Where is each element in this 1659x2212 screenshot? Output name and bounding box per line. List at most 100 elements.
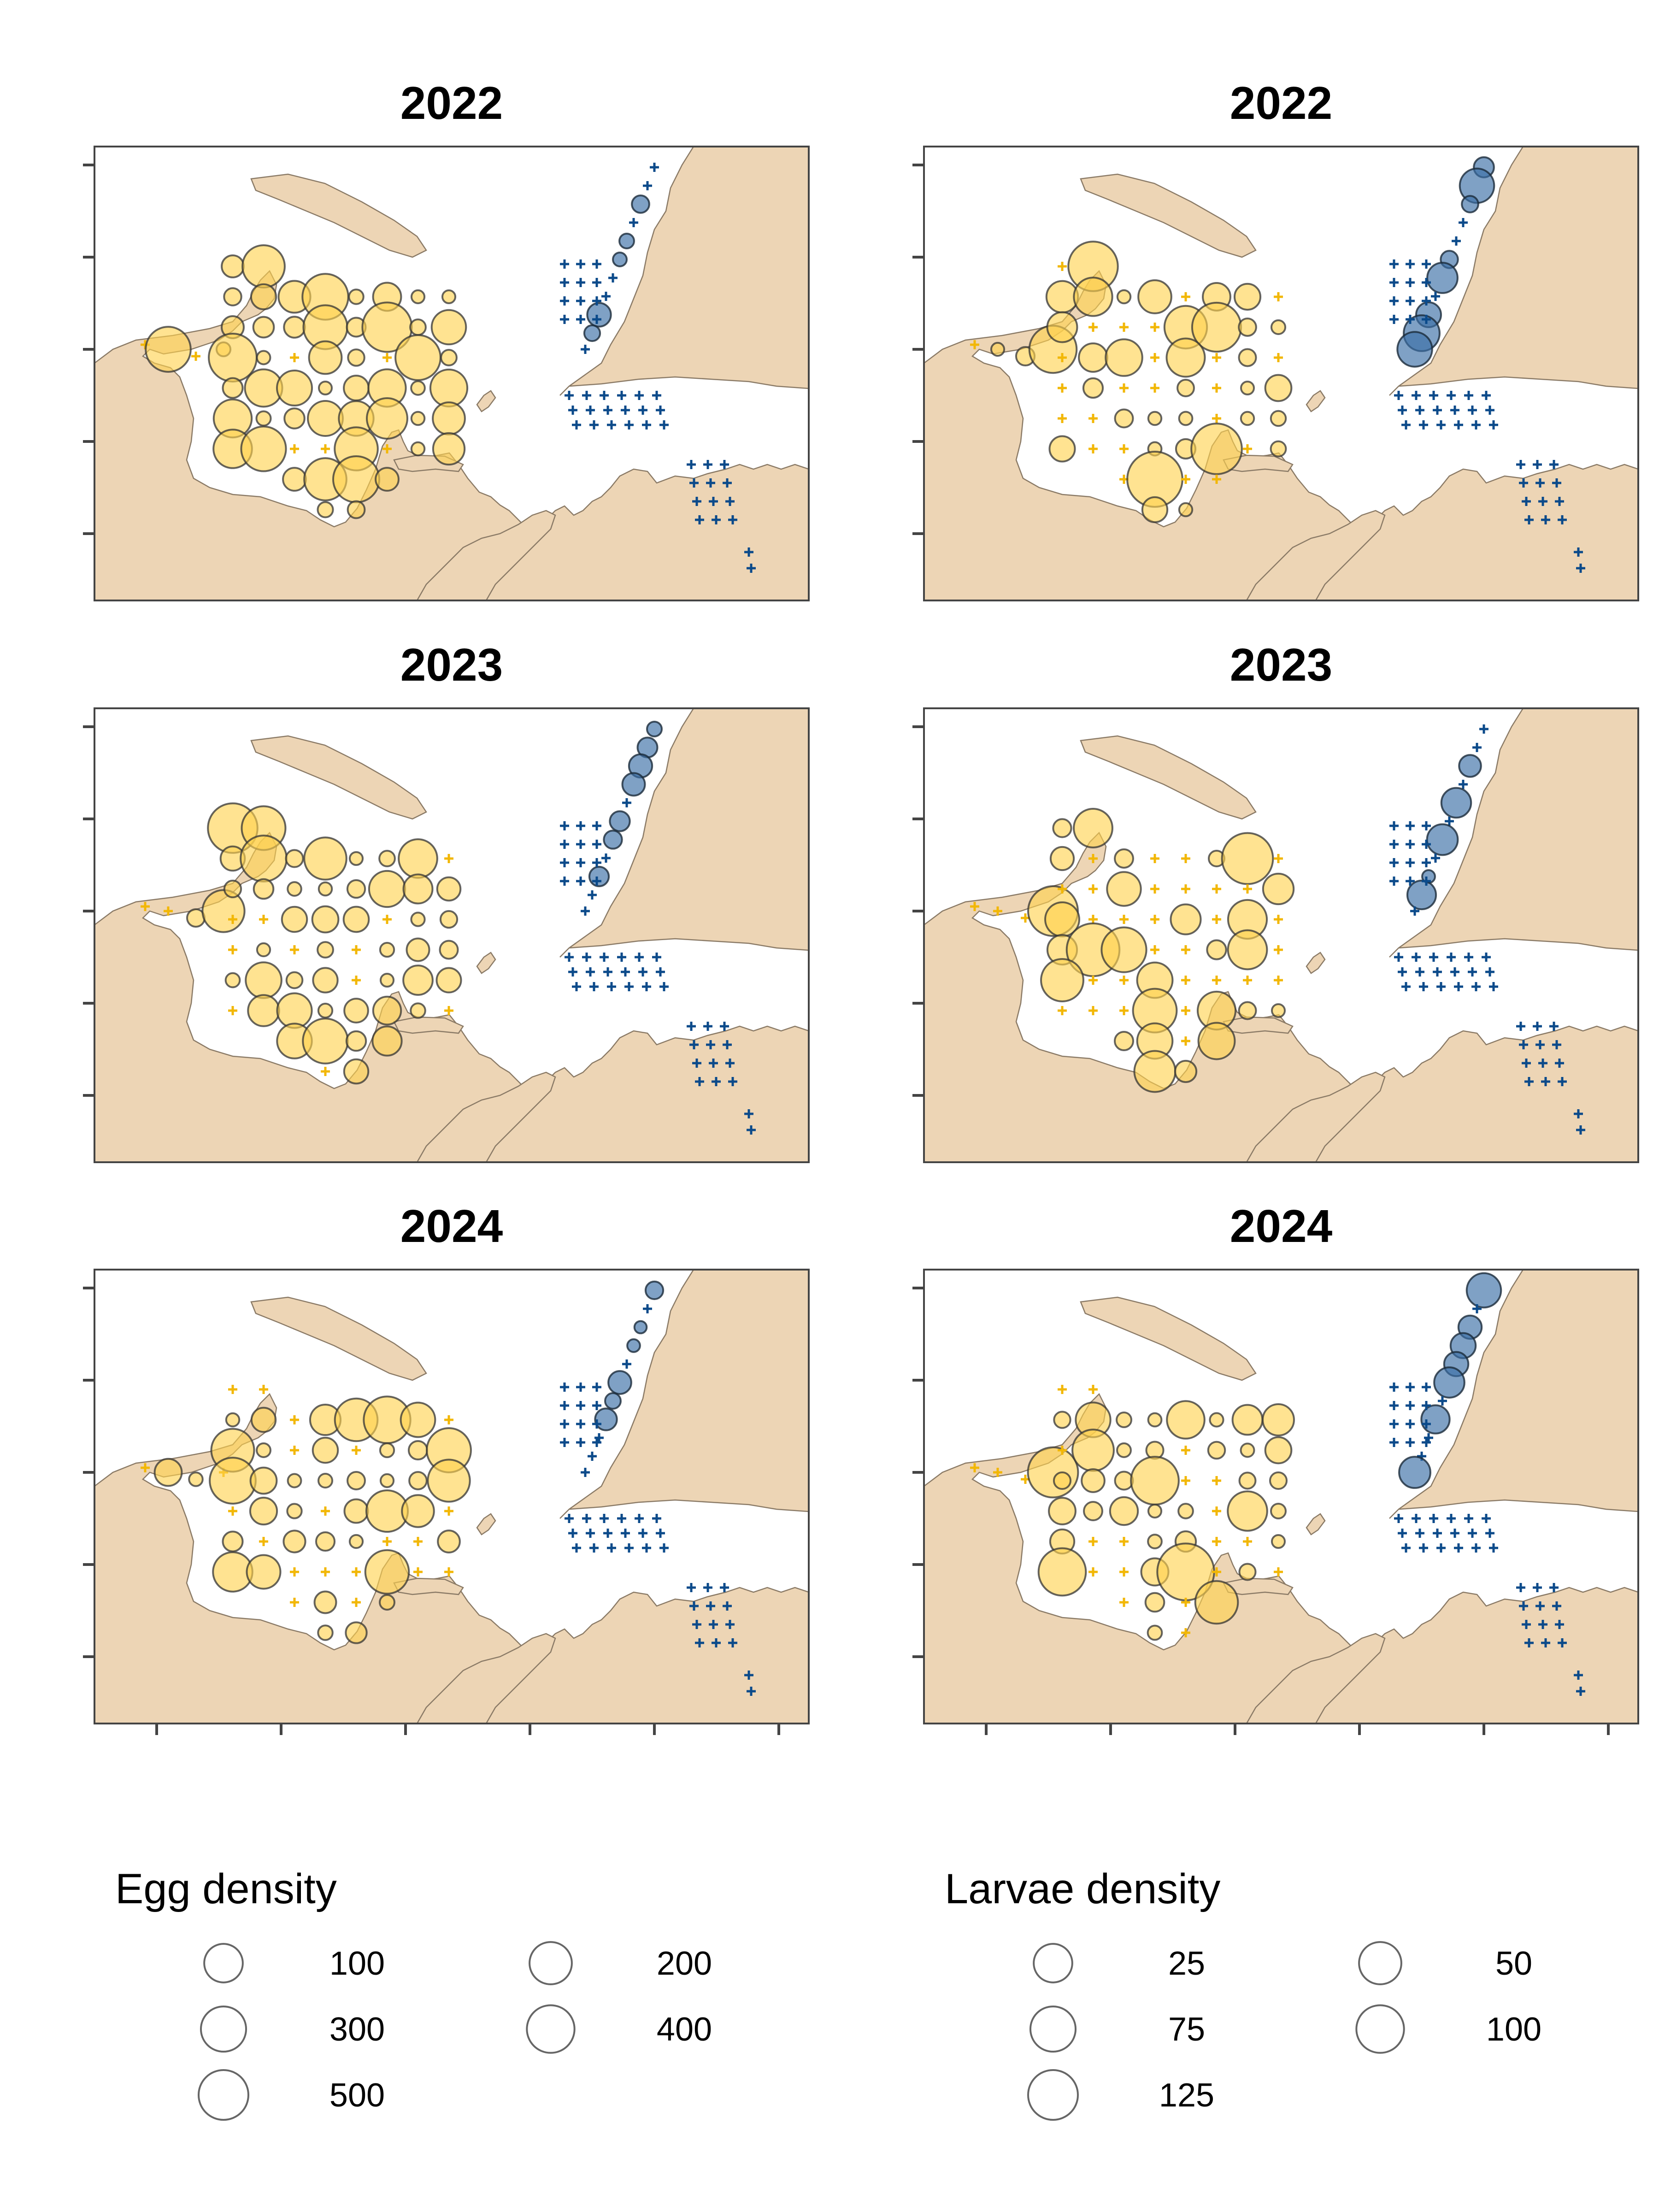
land-polygon xyxy=(416,510,556,600)
station-density-dot xyxy=(633,1320,648,1335)
zero-catch-marker xyxy=(259,1537,268,1546)
zero-catch-marker xyxy=(560,840,569,849)
zero-catch-marker xyxy=(622,798,631,807)
zero-catch-marker xyxy=(581,906,590,916)
zero-catch-marker xyxy=(1412,391,1421,400)
station-density-dot xyxy=(1048,1497,1077,1525)
zero-catch-marker xyxy=(586,1529,595,1538)
zero-catch-marker xyxy=(642,982,651,991)
station-density-dot xyxy=(1082,377,1104,399)
zero-catch-marker xyxy=(565,1514,574,1523)
zero-catch-marker xyxy=(1447,1514,1456,1523)
legend-label: 25 xyxy=(1168,1945,1205,1982)
zero-catch-marker xyxy=(642,420,651,429)
legend-size-circle xyxy=(200,2005,247,2053)
zero-catch-marker xyxy=(1212,884,1221,894)
station-density-dot xyxy=(342,906,370,933)
zero-catch-marker xyxy=(592,1438,601,1447)
station-density-dot xyxy=(1053,1411,1071,1429)
zero-catch-marker xyxy=(1433,967,1442,977)
zero-catch-marker xyxy=(1406,821,1415,830)
zero-catch-marker xyxy=(1088,1006,1098,1015)
station-density-dot xyxy=(345,1030,367,1052)
station-density-dot xyxy=(308,340,343,375)
zero-catch-marker xyxy=(622,1359,631,1369)
zero-catch-marker xyxy=(290,444,299,453)
zero-catch-marker xyxy=(1243,976,1252,985)
zero-catch-marker xyxy=(608,273,618,282)
zero-catch-marker xyxy=(1516,460,1525,469)
zero-catch-marker xyxy=(1522,497,1531,506)
zero-catch-marker xyxy=(565,953,574,962)
station-density-dot xyxy=(1073,808,1113,848)
zero-catch-marker xyxy=(572,982,581,991)
station-density-dot xyxy=(1398,1456,1431,1489)
land-polygon xyxy=(1389,1270,1638,1519)
zero-catch-marker xyxy=(1243,1537,1252,1546)
station-density-dot xyxy=(1147,1412,1163,1428)
zero-catch-marker xyxy=(600,1514,609,1523)
zero-catch-marker xyxy=(1472,743,1482,752)
zero-catch-marker xyxy=(576,821,585,830)
zero-catch-marker xyxy=(629,218,638,227)
station-density-dot xyxy=(1240,411,1255,426)
zero-catch-marker xyxy=(1119,444,1129,453)
station-density-dot xyxy=(1262,872,1295,906)
station-density-dot xyxy=(410,380,426,396)
zero-catch-marker xyxy=(576,1401,585,1410)
zero-catch-marker xyxy=(228,1006,237,1015)
legend-label: 50 xyxy=(1495,1945,1532,1982)
station-density-dot xyxy=(1049,846,1075,871)
station-density-dot xyxy=(1197,1022,1236,1060)
zero-catch-marker xyxy=(712,1638,721,1647)
station-density-dot xyxy=(371,1025,403,1057)
zero-catch-marker xyxy=(592,821,601,830)
zero-catch-marker xyxy=(444,1006,453,1015)
land-polygon xyxy=(1080,173,1257,258)
zero-catch-marker xyxy=(1574,1109,1583,1118)
land-polygon xyxy=(1306,952,1326,974)
zero-catch-marker xyxy=(1454,420,1463,429)
station-density-dot xyxy=(366,397,408,440)
station-density-dot xyxy=(1207,1441,1226,1460)
map-body xyxy=(924,708,1638,1162)
station-density-dot xyxy=(1144,1592,1165,1613)
zero-catch-marker xyxy=(970,902,979,911)
station-density-dot xyxy=(1048,435,1076,463)
legend-label: 100 xyxy=(1486,2011,1541,2048)
zero-catch-marker xyxy=(141,1463,150,1472)
zero-catch-marker xyxy=(656,967,665,977)
zero-catch-marker xyxy=(321,1567,330,1577)
station-density-dot xyxy=(1420,1404,1451,1435)
zero-catch-marker xyxy=(747,1687,756,1696)
station-density-dot xyxy=(1147,411,1163,426)
station-density-dot xyxy=(1231,1404,1264,1436)
zero-catch-marker xyxy=(560,315,569,324)
zero-catch-marker xyxy=(621,1529,630,1538)
zero-catch-marker xyxy=(592,1419,601,1429)
zero-catch-marker xyxy=(382,444,392,453)
station-density-dot xyxy=(252,316,275,339)
panel-title: 2023 xyxy=(1230,639,1332,691)
station-density-dot xyxy=(1178,411,1194,426)
zero-catch-marker xyxy=(1576,1687,1585,1696)
zero-catch-marker xyxy=(382,915,392,924)
zero-catch-marker xyxy=(1464,1514,1473,1523)
zero-catch-marker xyxy=(352,945,361,954)
zero-catch-marker xyxy=(1552,1601,1561,1611)
zero-catch-marker xyxy=(689,1040,699,1049)
station-density-dot xyxy=(315,1531,336,1552)
zero-catch-marker xyxy=(1555,1059,1564,1068)
station-density-dot xyxy=(1177,379,1195,397)
station-density-dot xyxy=(1270,319,1287,335)
station-density-dot xyxy=(347,500,366,519)
zero-catch-marker xyxy=(141,902,150,911)
zero-catch-marker xyxy=(1422,840,1431,849)
zero-catch-marker xyxy=(576,1419,585,1429)
zero-catch-marker xyxy=(687,1022,696,1031)
station-density-dot xyxy=(441,289,457,305)
panel-frame xyxy=(94,146,810,601)
station-density-dot xyxy=(401,1494,435,1528)
zero-catch-marker xyxy=(1212,1476,1221,1485)
station-density-dot xyxy=(223,287,242,306)
